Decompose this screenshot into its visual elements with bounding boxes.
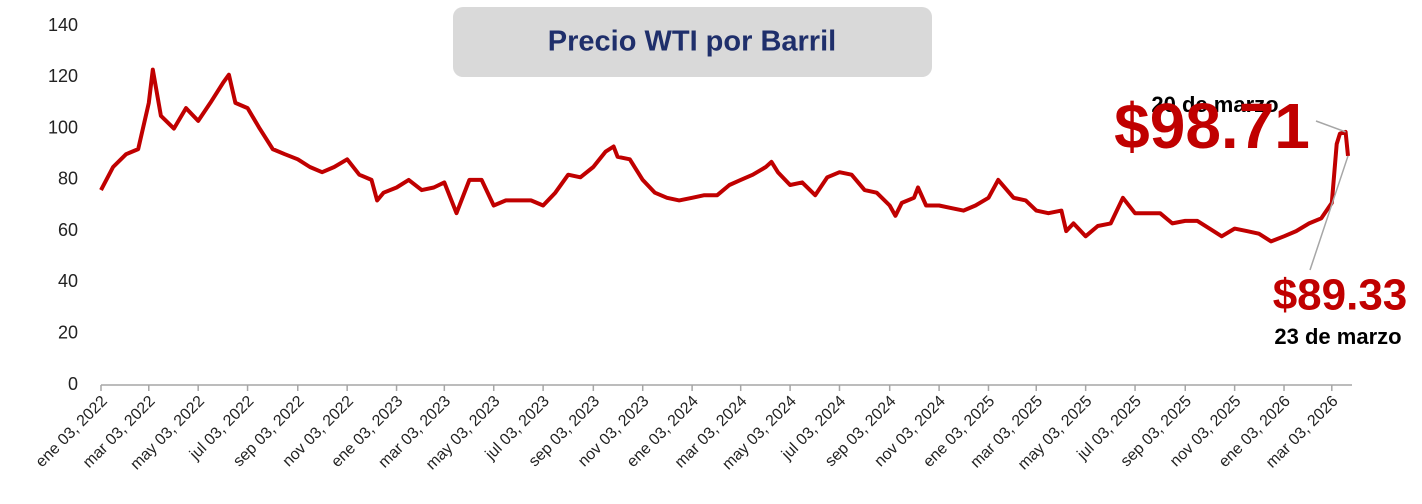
title-box: [453, 7, 932, 77]
annotation-value: $89.33: [1273, 271, 1408, 320]
y-tick-label: 0: [68, 374, 78, 394]
y-tick-label: 80: [58, 169, 78, 189]
price-line: [99, 67, 1350, 244]
y-tick-label: 40: [58, 271, 78, 291]
annotation-date: 23 de marzo: [1274, 324, 1401, 349]
y-tick-label: 140: [48, 15, 78, 35]
y-tick-label: 20: [58, 322, 78, 342]
chart-title: Precio WTI por Barril: [548, 26, 836, 58]
y-tick-label: 120: [48, 66, 78, 86]
leader-line: [1309, 155, 1349, 271]
annotation-date: 20 de marzo: [1151, 92, 1278, 117]
y-tick-label: 100: [48, 117, 78, 137]
annotation-value: $98.71: [1114, 90, 1310, 162]
leader-line: [1315, 120, 1346, 133]
y-tick-label: 60: [58, 220, 78, 240]
